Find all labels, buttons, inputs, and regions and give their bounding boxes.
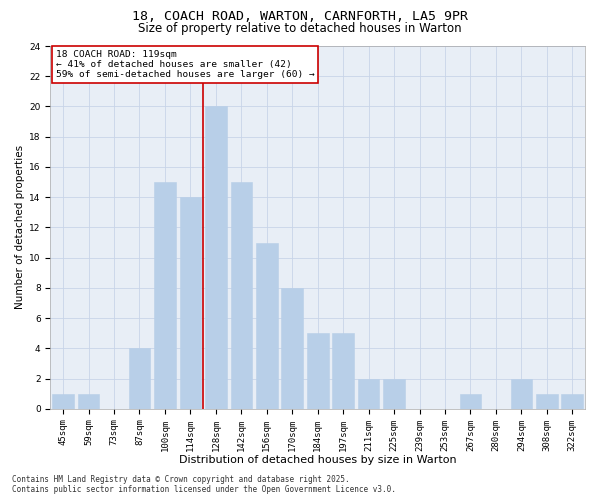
- Bar: [281, 288, 303, 409]
- Bar: [179, 197, 201, 409]
- Bar: [562, 394, 583, 409]
- Bar: [307, 334, 329, 409]
- X-axis label: Distribution of detached houses by size in Warton: Distribution of detached houses by size …: [179, 455, 457, 465]
- Bar: [332, 334, 354, 409]
- Bar: [78, 394, 100, 409]
- Bar: [154, 182, 176, 409]
- Bar: [358, 378, 379, 409]
- Text: Size of property relative to detached houses in Warton: Size of property relative to detached ho…: [138, 22, 462, 35]
- Text: 18, COACH ROAD, WARTON, CARNFORTH, LA5 9PR: 18, COACH ROAD, WARTON, CARNFORTH, LA5 9…: [132, 10, 468, 23]
- Y-axis label: Number of detached properties: Number of detached properties: [15, 146, 25, 310]
- Text: 18 COACH ROAD: 119sqm
← 41% of detached houses are smaller (42)
59% of semi-deta: 18 COACH ROAD: 119sqm ← 41% of detached …: [56, 50, 314, 80]
- Bar: [383, 378, 405, 409]
- Bar: [460, 394, 481, 409]
- Bar: [536, 394, 557, 409]
- Bar: [511, 378, 532, 409]
- Bar: [205, 106, 227, 409]
- Bar: [256, 242, 278, 409]
- Bar: [52, 394, 74, 409]
- Text: Contains HM Land Registry data © Crown copyright and database right 2025.
Contai: Contains HM Land Registry data © Crown c…: [12, 474, 396, 494]
- Bar: [128, 348, 151, 409]
- Bar: [230, 182, 252, 409]
